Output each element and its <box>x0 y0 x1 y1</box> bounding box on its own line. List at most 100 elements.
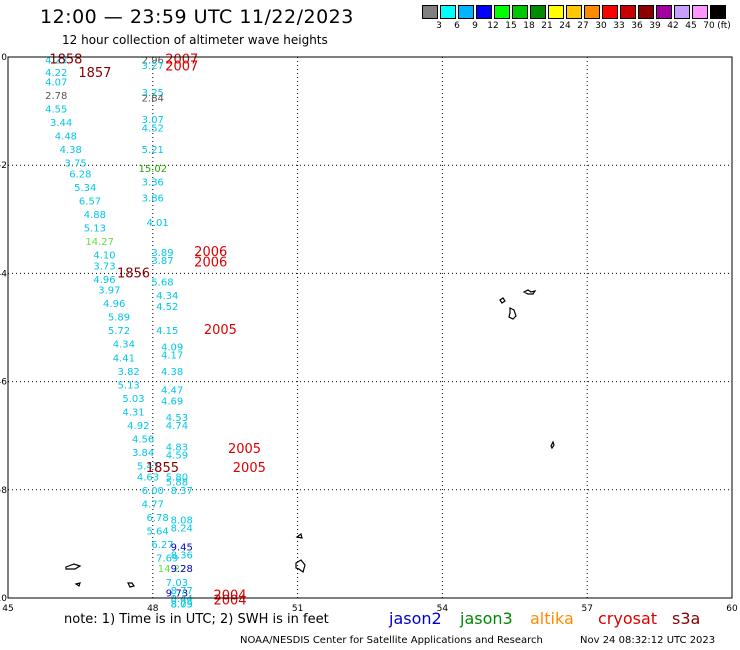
pass-id-label: 2007 <box>165 53 198 68</box>
pass-id-label: 2005 <box>204 323 237 338</box>
legend-swatch <box>494 5 510 19</box>
wave-height-label: 6.27 <box>151 540 173 551</box>
page-subtitle: 12 hour collection of altimeter wave hei… <box>62 33 328 47</box>
wave-height-label: 5.88 <box>166 478 188 489</box>
land-outline <box>522 289 537 295</box>
wave-height-label: 4.96 <box>103 299 125 310</box>
wave-height-label: 9.45 <box>171 543 193 554</box>
legend-unit: (ft) <box>717 21 731 31</box>
wave-height-label: 4.09 <box>161 342 183 353</box>
pass-id-label: 2005 <box>228 442 261 457</box>
grid-layer <box>8 57 732 598</box>
wave-height-label: 3.07 <box>142 115 164 126</box>
wave-height-label: 4.56 <box>132 434 154 445</box>
wave-height-label: 4.52 <box>142 123 164 134</box>
wave-height-label: 3.89 <box>151 248 173 259</box>
wave-height-label: 14.22 <box>158 564 187 575</box>
legend-label: 15 <box>505 21 517 31</box>
legend-label: 24 <box>559 21 571 31</box>
y-tick-label: -4 <box>0 269 7 279</box>
wave-height-label: 6.78 <box>146 513 168 524</box>
wave-height-label: 4.07 <box>45 77 67 88</box>
legend-label: 18 <box>523 21 535 31</box>
pass-id-label: 1857 <box>78 66 111 81</box>
legend-swatch <box>584 5 600 19</box>
legend-label: 27 <box>577 21 589 31</box>
wave-height-label: 3.86 <box>142 194 164 205</box>
wave-height-label: 4.96 <box>93 275 115 286</box>
wave-height-label: 4.63 <box>137 472 159 483</box>
pass-id-label: 2006 <box>194 245 227 260</box>
wave-height-label: 5.13 <box>84 223 106 234</box>
legend-label: 70 <box>703 21 715 31</box>
data-points: 4.234.224.07 2.78 4.55 3.44 4.48 4.38 3.756.28… <box>45 53 266 611</box>
pass-id-label: 2004 <box>213 594 246 609</box>
wave-height-label: 2.84 <box>142 94 164 105</box>
wave-height-label: 5.80 <box>166 472 188 483</box>
wave-height-label: 3.44 <box>50 118 72 129</box>
wave-height-label: 5.89 <box>108 313 130 324</box>
legend-label: 12 <box>487 21 499 31</box>
wave-height-label: 4.92 <box>127 421 149 432</box>
wave-height-label: 4.48 <box>55 131 77 142</box>
plot-frame <box>7 56 733 599</box>
wave-height-label: 5.47 <box>137 461 159 472</box>
wave-height-label: 4.10 <box>93 250 115 261</box>
wave-height-label: 4.23 <box>45 56 67 67</box>
wave-height-label: 8.75 <box>171 599 193 610</box>
wave-height-label: 8.08 <box>171 516 193 527</box>
wave-height-label: 5.72 <box>108 326 130 337</box>
satellite-legend-item: jason3 <box>460 609 513 628</box>
legend-label: 45 <box>685 21 697 31</box>
wave-height-label: 8.24 <box>171 524 193 535</box>
wave-height-label: 3.84 <box>132 448 154 459</box>
wave-height-label: 8.37 <box>171 486 193 497</box>
wave-height-label: 3.25 <box>142 88 164 99</box>
wave-height-label: 4.88 <box>84 210 106 221</box>
wave-height-label: 6.28 <box>69 169 91 180</box>
y-tick-label: -6 <box>0 378 7 388</box>
legend-label: 3 <box>436 21 442 31</box>
wave-height-label: 4.01 <box>146 218 168 229</box>
land-outlines <box>65 289 555 588</box>
legend-label: 6 <box>454 21 460 31</box>
wave-height-label: 3.73 <box>93 261 115 272</box>
legend-swatch <box>710 5 726 19</box>
satellite-legend-item: altika <box>530 609 574 628</box>
axis-ticks: 45 48 51 54 57 60 0 -2 -4 -6 -8 -10 <box>0 53 738 614</box>
wave-height-label: 4.77 <box>142 499 164 510</box>
wave-height-label: 5.21 <box>142 145 164 156</box>
wave-height-label: 6.57 <box>79 196 101 207</box>
wave-height-label: 5.13 <box>118 380 140 391</box>
legend-swatch <box>602 5 618 19</box>
pass-id-label: 2006 <box>194 256 227 271</box>
land-outline <box>65 563 82 570</box>
legend-swatch <box>530 5 546 19</box>
legend-swatch <box>638 5 654 19</box>
wave-height-label: 2.96 <box>142 56 164 67</box>
wave-height-label: 3.82 <box>118 367 140 378</box>
wave-height-label: 4.74 <box>166 421 188 432</box>
wave-height-label: 5.34 <box>74 183 96 194</box>
wave-height-label: 4.38 <box>60 145 82 156</box>
satellite-legend-item: jason2 <box>389 609 442 628</box>
wave-height-label: 4.83 <box>166 443 188 454</box>
wave-height-label: 3.27 <box>142 61 164 72</box>
footer-timestamp: Nov 24 08:32:12 UTC 2023 <box>580 635 716 646</box>
wave-height-label: 9.73 <box>166 589 188 600</box>
land-outline <box>499 297 506 304</box>
legend-swatch <box>620 5 636 19</box>
pass-id-label: 2005 <box>233 461 266 476</box>
legend-label: 33 <box>613 21 625 31</box>
wave-height-label: 4.38 <box>161 367 183 378</box>
wave-height-label: 8.77 <box>171 586 193 597</box>
wave-height-label: 8.44 <box>171 594 193 605</box>
x-tick-label: 60 <box>726 604 738 614</box>
wave-height-label: 5.03 <box>122 394 144 405</box>
legend-swatch <box>458 5 474 19</box>
wave-height-label: 7.69 <box>156 553 178 564</box>
legend-swatch <box>692 5 708 19</box>
x-tick-label: 54 <box>437 604 449 614</box>
wave-height-label: 7.03 <box>166 578 188 589</box>
x-tick-label: 45 <box>2 604 13 614</box>
